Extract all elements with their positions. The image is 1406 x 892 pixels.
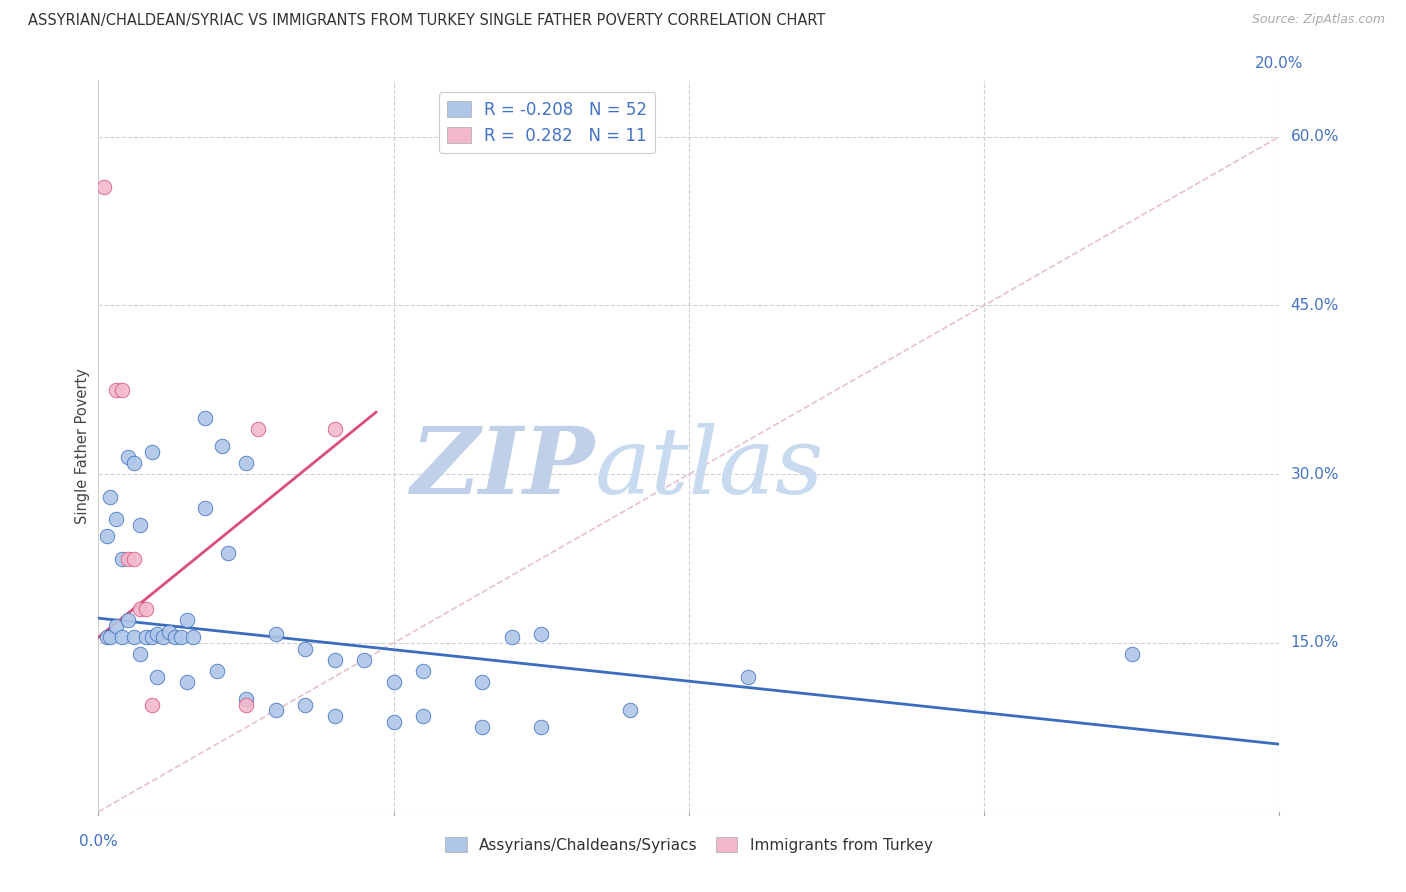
Point xyxy=(141,630,163,644)
Point xyxy=(737,670,759,684)
Point xyxy=(471,720,494,734)
Legend: Assyrians/Chaldeans/Syriacs, Immigrants from Turkey: Assyrians/Chaldeans/Syriacs, Immigrants … xyxy=(439,831,939,859)
Point xyxy=(98,630,121,644)
Point xyxy=(294,698,316,712)
Point xyxy=(471,675,494,690)
Point xyxy=(122,630,145,644)
Point xyxy=(530,627,553,641)
Point xyxy=(176,614,198,628)
Point xyxy=(93,180,115,194)
Point xyxy=(98,490,121,504)
Text: ASSYRIAN/CHALDEAN/SYRIAC VS IMMIGRANTS FROM TURKEY SINGLE FATHER POVERTY CORRELA: ASSYRIAN/CHALDEAN/SYRIAC VS IMMIGRANTS F… xyxy=(28,13,825,29)
Point xyxy=(382,675,405,690)
Point xyxy=(141,444,163,458)
Point xyxy=(1121,647,1143,661)
Point xyxy=(165,630,187,644)
Point xyxy=(412,664,434,678)
Text: ZIP: ZIP xyxy=(411,423,595,513)
Point xyxy=(96,529,118,543)
Point xyxy=(264,627,287,641)
Text: 45.0%: 45.0% xyxy=(1291,298,1339,313)
Y-axis label: Single Father Poverty: Single Father Poverty xyxy=(75,368,90,524)
Point xyxy=(146,627,169,641)
Point xyxy=(117,551,139,566)
Text: 30.0%: 30.0% xyxy=(1291,467,1339,482)
Point xyxy=(96,630,118,644)
Point xyxy=(235,692,257,706)
Point xyxy=(246,422,269,436)
Point xyxy=(105,619,128,633)
Point xyxy=(194,410,217,425)
Text: Source: ZipAtlas.com: Source: ZipAtlas.com xyxy=(1251,13,1385,27)
Point xyxy=(501,630,523,644)
Text: 20.0%: 20.0% xyxy=(1256,56,1303,71)
Text: atlas: atlas xyxy=(595,423,824,513)
Point xyxy=(264,703,287,717)
Point xyxy=(128,517,150,532)
Point xyxy=(122,551,145,566)
Point xyxy=(146,670,169,684)
Point xyxy=(205,664,228,678)
Point xyxy=(135,630,157,644)
Point xyxy=(117,614,139,628)
Point xyxy=(323,653,346,667)
Point xyxy=(530,720,553,734)
Point xyxy=(105,383,128,397)
Point xyxy=(111,630,134,644)
Point xyxy=(111,551,134,566)
Point xyxy=(294,641,316,656)
Point xyxy=(323,709,346,723)
Point xyxy=(117,450,139,465)
Point xyxy=(382,714,405,729)
Point xyxy=(111,383,134,397)
Point xyxy=(235,698,257,712)
Text: 0.0%: 0.0% xyxy=(79,834,118,849)
Point xyxy=(353,653,375,667)
Point xyxy=(412,709,434,723)
Text: 15.0%: 15.0% xyxy=(1291,635,1339,650)
Point xyxy=(128,647,150,661)
Point xyxy=(235,456,257,470)
Point xyxy=(170,630,193,644)
Point xyxy=(141,698,163,712)
Point xyxy=(128,602,150,616)
Point xyxy=(176,675,198,690)
Point xyxy=(194,500,217,515)
Point xyxy=(122,456,145,470)
Point xyxy=(135,602,157,616)
Point xyxy=(211,439,233,453)
Point xyxy=(619,703,641,717)
Point xyxy=(157,624,180,639)
Point xyxy=(181,630,204,644)
Point xyxy=(152,630,174,644)
Point xyxy=(323,422,346,436)
Point xyxy=(217,546,239,560)
Point xyxy=(105,512,128,526)
Text: 60.0%: 60.0% xyxy=(1291,129,1339,144)
